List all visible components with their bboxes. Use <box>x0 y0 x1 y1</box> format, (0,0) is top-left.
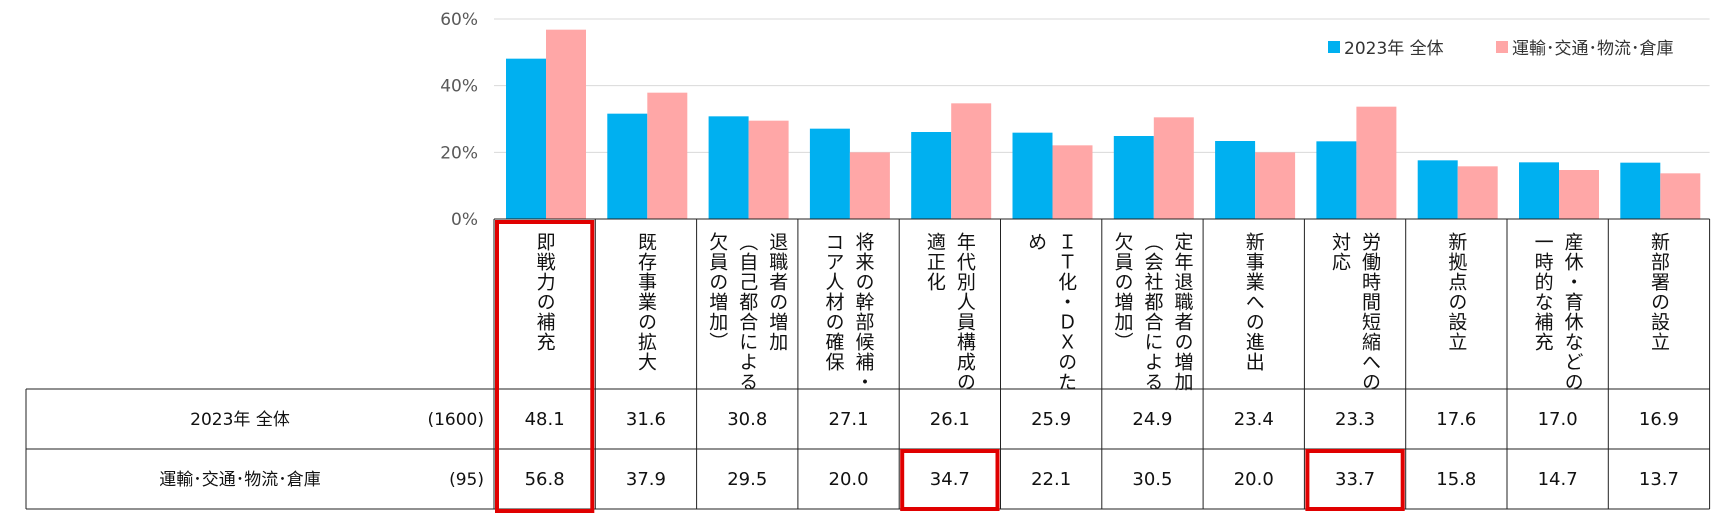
bar-series2 <box>1559 170 1599 219</box>
category-label: （自己都合による <box>736 232 758 392</box>
table-cell-value: 14.7 <box>1538 469 1578 490</box>
bar-series2 <box>1660 173 1701 219</box>
category-label: （会社都合による <box>1141 232 1163 392</box>
category-label: ＩＴ化・ＤＸのた <box>1055 232 1077 392</box>
table-cell-value: 34.7 <box>930 469 970 490</box>
bar-series1 <box>809 128 850 219</box>
category-label: 新部署の設立 <box>1648 232 1670 352</box>
bar-series2 <box>1052 145 1093 219</box>
category-label: 将来の幹部候補・ <box>853 232 875 392</box>
row-label-series1: 2023年 全体 <box>190 410 290 430</box>
table-cell-value: 23.4 <box>1234 409 1274 430</box>
legend-swatch-series1 <box>1328 41 1340 53</box>
bar-series1 <box>607 113 648 219</box>
table-cell-value: 26.1 <box>930 409 970 430</box>
highlight-cell-box <box>900 449 1000 511</box>
bar-series1 <box>1519 162 1559 219</box>
y-tick-label: 20% <box>440 143 478 163</box>
table-cell-value: 20.0 <box>1234 469 1274 490</box>
highlight-column-box <box>495 220 595 513</box>
category-label: 適正化 <box>924 232 946 292</box>
bar-series1 <box>911 132 952 219</box>
legend-label-series2: 運輸･交通･物流･倉庫 <box>1512 39 1674 59</box>
table-cell-value: 17.0 <box>1538 409 1578 430</box>
category-label: 欠員の増加） <box>1111 232 1133 352</box>
category-label: 対応 <box>1329 232 1351 272</box>
bar-series2 <box>1255 152 1296 219</box>
legend-label-series1: 2023年 全体 <box>1344 39 1444 59</box>
table-cell-value: 22.1 <box>1031 469 1071 490</box>
category-label: 退職者の増加 <box>766 232 788 352</box>
bar-series1 <box>1316 141 1357 219</box>
category-label: コア人材の確保 <box>823 232 845 372</box>
y-tick-label: 0% <box>451 210 478 230</box>
category-label: 定年退職者の増加 <box>1171 232 1193 392</box>
table-cell-value: 30.8 <box>727 409 767 430</box>
bar-series1 <box>506 58 546 219</box>
row-count-series2: (95) <box>449 470 484 490</box>
highlight-cell-box <box>1305 449 1405 511</box>
bar-series1 <box>1215 141 1256 219</box>
table-cell-value: 27.1 <box>829 409 869 430</box>
category-label: 既存事業の拡大 <box>635 232 657 372</box>
bar-series1 <box>1620 162 1661 219</box>
table-cell-value: 20.0 <box>829 469 869 490</box>
bar-series2 <box>1356 106 1397 219</box>
table-cell-value: 37.9 <box>626 469 666 490</box>
row-label-series2: 運輸･交通･物流･倉庫 <box>159 470 321 490</box>
category-label: め <box>1025 232 1047 252</box>
table-cell-value: 25.9 <box>1031 409 1071 430</box>
table-cell-value: 13.7 <box>1639 469 1679 490</box>
bar-series1 <box>1417 160 1458 219</box>
y-tick-label: 60% <box>440 10 478 30</box>
bar-series2 <box>546 29 586 219</box>
bar-series2 <box>1153 117 1194 219</box>
bar-series2 <box>1457 166 1498 219</box>
table-cell-value: 17.6 <box>1436 409 1476 430</box>
bar-series2 <box>647 92 688 219</box>
bar-series1 <box>1113 136 1154 219</box>
category-label: 欠員の増加） <box>706 232 728 352</box>
category-label: 労働時間短縮への <box>1359 232 1381 392</box>
table-cell-value: 33.7 <box>1335 469 1375 490</box>
bar-series2 <box>951 103 992 219</box>
table-cell-value: 56.8 <box>525 469 565 490</box>
bar-series2 <box>849 152 890 219</box>
category-label: 一時的な補充 <box>1532 232 1554 352</box>
table-cell-value: 23.3 <box>1335 409 1375 430</box>
y-tick-label: 40% <box>440 77 478 97</box>
category-label: 産休・育休などの <box>1562 232 1584 392</box>
table-cell-value: 29.5 <box>727 469 767 490</box>
category-label: 年代別人員構成の <box>954 232 976 392</box>
row-count-series1: (1600) <box>427 410 484 430</box>
table-cell-value: 24.9 <box>1132 409 1172 430</box>
bar-series1 <box>708 116 749 219</box>
category-label: 新事業への進出 <box>1243 232 1265 372</box>
table-cell-value: 16.9 <box>1639 409 1679 430</box>
category-label: 即戦力の補充 <box>534 232 556 352</box>
table-cell-value: 15.8 <box>1436 469 1476 490</box>
table-cell-value: 31.6 <box>626 409 666 430</box>
table-cell-value: 48.1 <box>525 409 565 430</box>
legend-swatch-series2 <box>1496 41 1508 53</box>
bar-series2 <box>748 120 789 219</box>
category-label: 新拠点の設立 <box>1445 232 1467 352</box>
table-cell-value: 30.5 <box>1132 469 1172 490</box>
bar-series1 <box>1012 132 1053 219</box>
